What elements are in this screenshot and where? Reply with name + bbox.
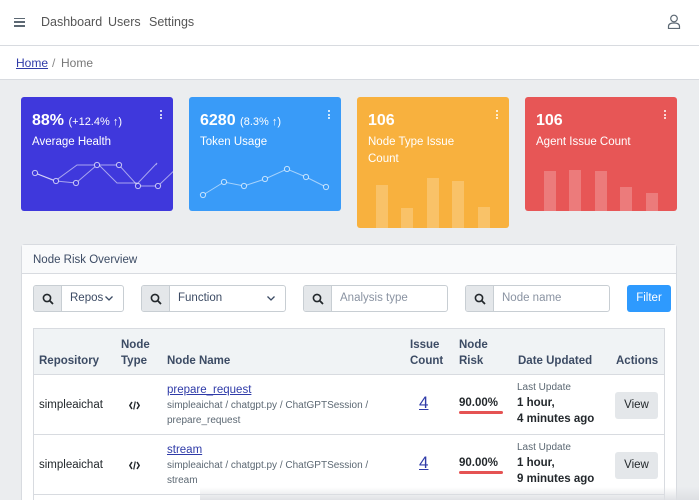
card-bar <box>427 178 439 228</box>
date-updated-cell: Last Update 1 hour, 9 minutes ago <box>517 442 595 485</box>
card-value: 106 <box>368 112 395 129</box>
breadcrumb-home-link[interactable]: Home <box>16 56 49 70</box>
col-issue-count[interactable]: Issue Count <box>410 339 444 367</box>
card-label: Token Usage <box>200 136 268 148</box>
node-path: prepare_request <box>167 415 241 426</box>
node-name-cell: prepare_request simpleaichat / chatgpt.p… <box>167 384 368 428</box>
node-risk-cell: 90.00% <box>459 457 503 474</box>
panel-title: Node Risk Overview <box>22 245 676 274</box>
node-name-cell: stream simpleaichat / chatgpt.py / ChatG… <box>167 444 368 488</box>
col-repository[interactable]: Repository <box>39 355 100 367</box>
risk-bar <box>459 411 503 414</box>
node-name-input[interactable]: Node name <box>502 292 562 304</box>
table-header: Repository Node Type Node Name Issue Count… <box>34 329 664 375</box>
card-bar <box>620 187 632 211</box>
col-node-type[interactable]: Node Type <box>121 339 150 367</box>
date-updated-cell: Last Update 1 hour, 4 minutes ago <box>517 382 595 425</box>
node-path: simpleaichat / chatgpt.py / ChatGPTSessi… <box>167 460 369 471</box>
card-bar <box>646 193 658 211</box>
filter-button[interactable]: Filter <box>627 285 671 312</box>
scroll-shadow <box>200 487 699 500</box>
card-bar <box>478 207 490 228</box>
node-risk-table: Repository Node Type Node Name Issue Count… <box>33 328 665 500</box>
view-button[interactable]: View <box>615 452 658 479</box>
repo-select[interactable]: Repos <box>33 285 124 312</box>
code-icon <box>129 401 140 410</box>
card-menu-icon[interactable] <box>328 110 331 121</box>
card-value: 88% (+12.4% ↑) <box>32 112 122 129</box>
search-icon <box>304 286 332 311</box>
breadcrumb-separator: / <box>52 56 56 70</box>
col-node-risk[interactable]: Node Risk <box>459 339 488 367</box>
card-value: 6280 (8.3% ↑) <box>200 112 282 129</box>
node-name-link[interactable]: stream <box>167 444 203 456</box>
chevron-down-icon <box>267 296 275 301</box>
search-icon <box>466 286 494 311</box>
card-menu-icon[interactable] <box>664 110 667 121</box>
token-usage-card: 6280 (8.3% ↑) Token Usage <box>189 97 341 211</box>
search-icon <box>34 286 62 311</box>
user-icon[interactable] <box>667 14 681 29</box>
card-bar <box>401 208 413 228</box>
menu-icon[interactable] <box>14 15 25 27</box>
health-sparkline <box>31 161 173 190</box>
card-bar <box>569 170 581 211</box>
card-menu-icon[interactable] <box>496 110 499 121</box>
card-value: 106 <box>536 112 563 129</box>
analysis-type-field[interactable]: Analysis type <box>303 285 448 312</box>
chevron-down-icon <box>104 293 114 303</box>
node-name-link[interactable]: prepare_request <box>167 384 252 396</box>
analysis-type-input[interactable]: Analysis type <box>340 292 408 304</box>
nav-dashboard[interactable]: Dashboard <box>41 15 103 29</box>
nav-settings[interactable]: Settings <box>149 15 195 29</box>
node-type-select-value[interactable]: Function <box>170 286 285 311</box>
node-name-field[interactable]: Node name <box>465 285 610 312</box>
col-node-name[interactable]: Node Name <box>167 355 231 367</box>
breadcrumb-current: Home <box>61 56 94 70</box>
risk-bar <box>459 471 503 474</box>
repo-select-value[interactable]: Repos <box>62 286 123 311</box>
node-risk-cell: 90.00% <box>459 397 503 414</box>
card-bar <box>452 181 464 228</box>
node-path: stream <box>167 475 198 486</box>
repository-cell: simpleaichat <box>39 399 103 411</box>
token-sparkline <box>199 165 330 199</box>
search-icon <box>142 286 170 311</box>
issue-count-link[interactable]: 4 <box>419 453 429 472</box>
col-date-updated[interactable]: Date Updated <box>518 355 593 367</box>
card-label: Agent Issue Count <box>536 136 631 148</box>
code-icon <box>129 461 140 470</box>
card-menu-icon[interactable] <box>160 110 163 121</box>
agent-issue-card: 106 Agent Issue Count <box>525 97 677 211</box>
top-header: Dashboard Users Settings <box>0 0 699 46</box>
node-type-select[interactable]: Function <box>141 285 286 312</box>
repository-cell: simpleaichat <box>39 459 103 471</box>
card-label: Average Health <box>32 136 112 148</box>
card-bar <box>376 185 388 228</box>
node-path: simpleaichat / chatgpt.py / ChatGPTSessi… <box>167 400 369 411</box>
col-actions: Actions <box>616 355 659 367</box>
average-health-card: 88% (+12.4% ↑) Average Health <box>21 97 173 211</box>
node-type-issue-card: 106 Node Type Issue Count <box>357 97 509 228</box>
view-button[interactable]: View <box>615 392 658 419</box>
card-bar <box>595 171 607 211</box>
nav-users[interactable]: Users <box>108 15 141 29</box>
breadcrumb: Home / Home <box>0 46 699 80</box>
table-row: simpleaichat stream simpleaichat / chatg… <box>34 435 664 495</box>
issue-count-link[interactable]: 4 <box>419 393 429 412</box>
card-bar <box>544 171 556 211</box>
table-row: simpleaichat prepare_request simpleaicha… <box>34 375 664 435</box>
card-label: Node Type Issue Count <box>368 136 455 165</box>
